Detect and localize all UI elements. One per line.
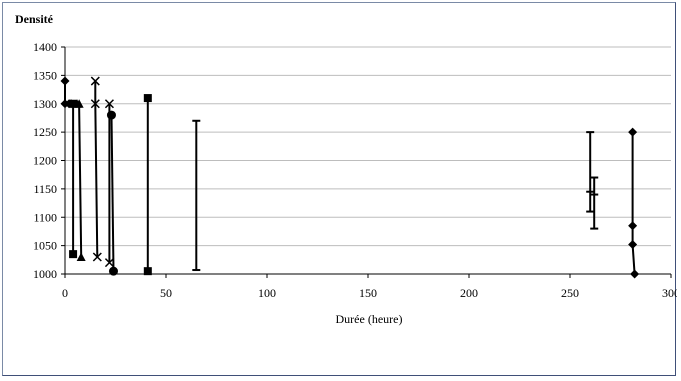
x-marker: [92, 252, 102, 262]
y-tick-label: 1350: [33, 68, 57, 82]
y-tick-label: 1050: [33, 239, 57, 253]
square-marker: [143, 94, 152, 103]
x-tick-label: 50: [160, 286, 172, 300]
circle-marker: [108, 266, 118, 276]
triangle-marker: [74, 99, 84, 108]
chart-frame: Densité Durée (heure) 1000 1050 1100 1150 12…: [2, 2, 677, 376]
x-tick-label: 250: [561, 286, 579, 300]
x-marker: [90, 99, 100, 109]
y-tick-label: 1200: [33, 154, 57, 168]
square-marker: [69, 250, 78, 259]
x-tick-label: 0: [62, 286, 68, 300]
y-tick-label: 1150: [33, 182, 57, 196]
series-group: [69, 99, 78, 259]
chart: Densité Durée (heure) 100010501100115012…: [15, 12, 677, 326]
series-line: [110, 115, 115, 272]
square-marker: [69, 99, 78, 108]
square-marker: [143, 267, 152, 276]
series-group: [104, 99, 114, 268]
x-tick-label: 150: [359, 286, 377, 300]
data-series: [60, 76, 640, 279]
series-group: [192, 119, 201, 272]
y-tick-label: 1400: [33, 40, 57, 54]
circle-marker: [106, 110, 116, 120]
y-tick-labels: 1000 1050 1100 1150 1200 1250 1300 1350 1400: [33, 40, 57, 281]
diamond-marker: [628, 221, 638, 231]
y-tick-label: 1100: [33, 210, 57, 224]
x-axis-label: Durée (heure): [336, 312, 403, 326]
y-tick-label: 1300: [33, 97, 57, 111]
x-tick-labels: 0 50 100 150 200 250 300: [62, 286, 677, 300]
triangle-marker: [76, 252, 86, 261]
y-tick-label: 1000: [33, 267, 57, 281]
x-tick-label: 200: [460, 286, 478, 300]
series-group: [90, 76, 102, 262]
x-marker: [104, 258, 114, 268]
diamond-marker: [60, 76, 70, 86]
x-tick-label: 300: [662, 286, 677, 300]
series-group: [143, 94, 152, 276]
diamond-marker: [630, 269, 640, 279]
x-marker: [90, 76, 100, 86]
series-line: [94, 81, 99, 258]
series-group: [628, 127, 640, 279]
y-tick-label: 1250: [33, 125, 57, 139]
y-axis-label: Densité: [15, 12, 54, 26]
axes: [61, 46, 672, 278]
gridlines: [65, 46, 671, 247]
series-group: [590, 176, 599, 230]
diamond-marker: [628, 127, 638, 137]
x-tick-label: 100: [258, 286, 276, 300]
diamond-marker: [628, 239, 638, 249]
series-line: [77, 102, 83, 258]
series-group: [72, 99, 86, 261]
series-line: [631, 132, 636, 275]
series-group: [106, 110, 118, 276]
series-group: [586, 131, 595, 213]
x-marker: [104, 99, 114, 109]
